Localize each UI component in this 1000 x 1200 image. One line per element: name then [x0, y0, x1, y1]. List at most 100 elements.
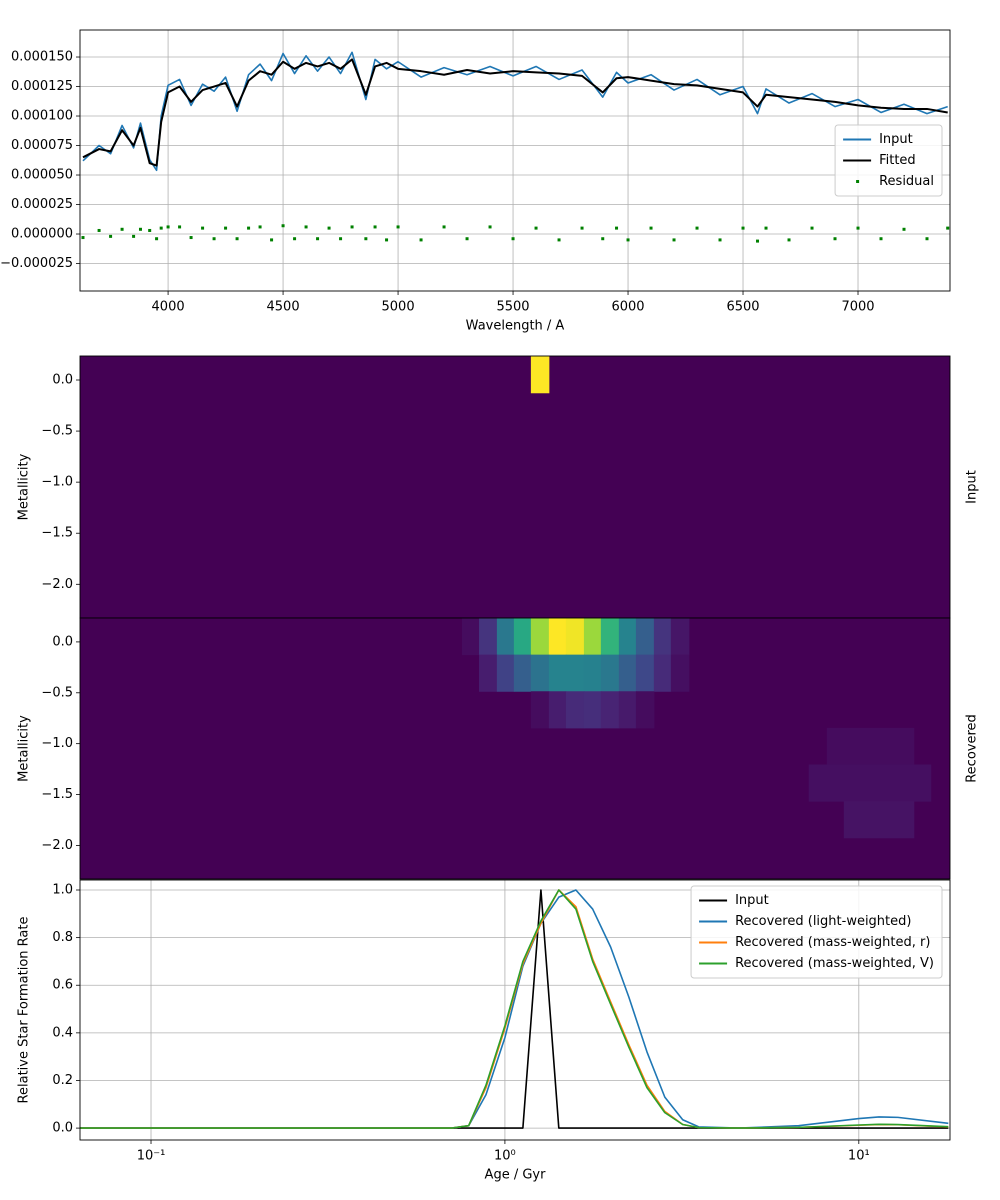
- plot-area: [80, 30, 950, 291]
- scatter-point: [787, 238, 791, 242]
- scatter-point: [148, 228, 152, 232]
- heatmap-cell: [565, 618, 585, 656]
- y-tick-label: 0.0: [52, 634, 73, 649]
- y-tick-label: 0.6: [52, 978, 73, 993]
- heatmap-cell: [618, 691, 637, 729]
- y-tick-label: 0.000125: [11, 79, 73, 94]
- heatmap-cell: [461, 618, 480, 656]
- y-tick-label: 0.000150: [11, 50, 73, 65]
- scatter-point: [442, 225, 446, 229]
- y-axis-label: Metallicity: [17, 715, 32, 782]
- legend-label: Recovered (light-weighted): [735, 914, 911, 929]
- legend-label: Fitted: [879, 153, 916, 168]
- scatter-point: [534, 226, 538, 230]
- legend-label: Input: [879, 132, 913, 147]
- scatter-point: [235, 237, 239, 241]
- scatter-point: [224, 226, 228, 230]
- scatter-point: [902, 227, 906, 231]
- scatter-point: [695, 226, 699, 230]
- scatter-point: [649, 226, 653, 230]
- x-tick-label: 6500: [726, 300, 759, 315]
- heatmap-cell: [479, 654, 498, 692]
- legend-label: Residual: [879, 174, 934, 189]
- y-tick-label: −0.000025: [0, 256, 73, 271]
- y-tick-label: −0.5: [41, 685, 73, 700]
- y-tick-label: 0.000075: [11, 138, 73, 153]
- y-tick-label: −0.5: [41, 424, 73, 439]
- x-tick-label: 5000: [382, 300, 415, 315]
- scatter-point: [212, 237, 216, 241]
- scatter-point: [856, 226, 860, 230]
- legend-label: Recovered (mass-weighted, V): [735, 956, 934, 971]
- heatmap-background: [80, 356, 950, 618]
- heatmap-cell: [496, 618, 515, 656]
- axes-frame: [79, 29, 951, 292]
- scatter-point: [109, 234, 113, 238]
- axes-frame: [79, 879, 951, 1141]
- heatmap-cell: [826, 727, 915, 766]
- scatter-point: [97, 228, 101, 232]
- x-tick-label: 4000: [152, 300, 185, 315]
- legend-label: Input: [735, 893, 769, 908]
- scatter-point: [718, 238, 722, 242]
- heatmap-cell: [600, 654, 620, 692]
- y-tick-label: 0.0: [52, 373, 73, 388]
- scatter-point: [132, 234, 136, 238]
- heatmap-cell: [600, 618, 620, 656]
- heatmap-cell: [670, 618, 690, 656]
- x-axis-label: Wavelength / A: [466, 319, 565, 334]
- y-tick-label: 0.000000: [11, 227, 73, 242]
- y-tick-label: 0.0: [52, 1121, 73, 1136]
- y-axis-label: Metallicity: [17, 453, 32, 520]
- heatmap-cell: [670, 654, 690, 692]
- x-tick-label: 4500: [267, 300, 300, 315]
- line-series: [82, 58, 948, 167]
- heatmap-cell: [530, 356, 550, 394]
- scatter-point: [419, 238, 423, 242]
- scatter-point: [281, 224, 285, 228]
- scatter-point: [304, 225, 308, 229]
- scatter-point: [672, 238, 676, 242]
- heatmap-cell: [653, 654, 672, 692]
- x-tick-label: 10⁰: [494, 1149, 516, 1164]
- y-axis-label: Relative Star Formation Rate: [17, 917, 32, 1104]
- scatter-point: [879, 237, 883, 241]
- y-tick-label: 0.000100: [11, 109, 73, 124]
- panel: −2.0 −1.5 −1.0 −0.5 0.0 Metallicity Recovered: [17, 617, 980, 880]
- scatter-point: [327, 226, 331, 230]
- heatmap-cell: [635, 654, 655, 692]
- heatmap-cell: [548, 618, 567, 656]
- scatter-point: [465, 237, 469, 241]
- scatter-point: [293, 237, 297, 241]
- heatmap-cell: [653, 618, 672, 656]
- legend-box: [834, 124, 943, 197]
- y-tick-label: −1.0: [41, 475, 73, 490]
- scatter-point: [155, 237, 159, 241]
- scatter-point: [120, 227, 124, 231]
- heatmap-cell: [583, 691, 602, 729]
- scatter-point: [626, 238, 630, 242]
- heatmap-cell: [565, 691, 585, 729]
- scatter-point: [764, 226, 768, 230]
- y-tick-label: 0.4: [52, 1025, 73, 1040]
- plot-area: [80, 880, 950, 1140]
- heatmap-cell: [618, 654, 637, 692]
- heatmap-cell: [530, 618, 550, 656]
- scatter-point: [364, 237, 368, 241]
- scatter-point: [159, 226, 163, 230]
- heatmap-cell: [565, 654, 585, 692]
- heatmap-cell: [530, 654, 550, 692]
- scatter-point: [488, 225, 492, 229]
- x-axis-label: Age / Gyr: [485, 1168, 547, 1183]
- scatter-point: [138, 227, 142, 231]
- line-series: [80, 889, 949, 1129]
- heatmap-cell: [530, 691, 550, 729]
- scatter-point: [833, 237, 837, 241]
- line-series: [80, 889, 949, 1129]
- y-tick-label: 1.0: [52, 883, 73, 898]
- heatmap-cell: [513, 654, 532, 692]
- x-tick-label: 6000: [611, 300, 644, 315]
- panel: 4000 4500 5000 5500 6000 6500 7000 −0.000025 0.0…: [0, 29, 951, 334]
- legend-label: Recovered (mass-weighted, r): [735, 935, 930, 950]
- heatmap-cell: [496, 654, 515, 692]
